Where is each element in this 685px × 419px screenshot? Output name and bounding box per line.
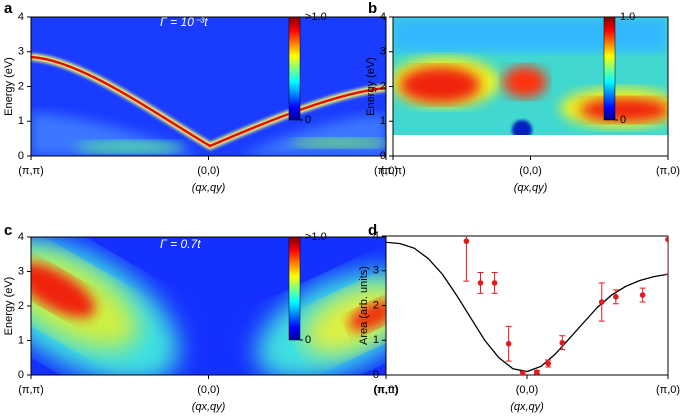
data-point [477,280,484,286]
colorbar [288,16,301,121]
colorbar-tick-label: >1.0 [305,11,327,23]
annotation: Γ = 0.7t [160,237,201,251]
data-point [639,292,646,298]
y-tick-label: 3 [18,265,24,277]
colorbar-tick-label: 0 [305,334,311,346]
plot-frame [385,235,669,376]
x-tick-label: (π,π) [380,165,406,177]
y-tick-label: 2 [380,80,386,92]
colorbar-tick-label: 0 [620,114,626,126]
error-bar [665,236,668,275]
panel-label: a [4,0,13,17]
y-tick-label: 2 [18,300,24,312]
x-tick-label: (0,0) [197,384,220,396]
y-axis-label: Energy (eV) [365,57,377,116]
y-tick-label: 0 [380,150,386,162]
heatmap-image [31,17,386,156]
colorbar-tick-label: 1.0 [620,11,635,23]
panel-label: d [368,222,377,239]
colorbar-tick-label: 0 [305,114,311,126]
annotation: Γ = 10⁻³t [160,15,208,29]
y-axis-label: Energy (eV) [3,277,15,336]
y-tick-label: 4 [18,11,24,23]
y-tick-label: 1 [380,115,386,127]
x-tick-label: (0,0) [197,165,220,177]
y-tick-label: 3 [18,46,24,58]
panel-label: c [4,222,12,239]
y-tick-label: 2 [18,80,24,92]
x-tick-label: (π,0) [656,384,680,396]
data-point [491,280,498,286]
x-tick-label: (π,π) [373,384,399,396]
x-axis-label: (qx,qy) [510,401,544,413]
x-tick-label: (π,π) [18,384,44,396]
heatmap-image [393,17,668,135]
panel-label: b [368,0,377,17]
x-tick-label: (π,0) [374,384,398,396]
x-tick-label: (π,π) [18,165,44,177]
colorbar [603,16,616,121]
data-point [519,370,526,375]
y-axis-label: Area (arb. units) [358,266,370,345]
y-tick-label: 0 [18,150,24,162]
fit-line [386,241,668,373]
y-tick-label: 1 [373,334,379,346]
x-tick-label: (π,0) [656,165,680,177]
x-tick-label: (π,0) [374,165,398,177]
y-tick-label: 0 [373,369,379,381]
x-tick-label: (0,0) [516,384,539,396]
y-tick-label: 1 [18,334,24,346]
x-axis-label: (qx,qy) [514,182,548,194]
y-tick-label: 4 [18,231,24,243]
y-tick-label: 4 [373,230,379,242]
x-axis-label: (qx,qy) [192,401,226,413]
colorbar [288,236,301,341]
y-axis-label: Energy (eV) [3,57,15,116]
data-point [505,340,512,347]
y-tick-label: 4 [380,11,386,23]
data-point [534,369,540,375]
y-tick-label: 2 [373,299,379,311]
data-point [665,236,668,243]
data-point [545,360,551,367]
x-axis-label: (qx,qy) [192,182,226,194]
y-tick-label: 1 [18,115,24,127]
y-tick-label: 0 [18,369,24,381]
y-tick-label: 3 [380,46,386,58]
data-point [463,238,470,245]
colorbar-tick-label: >1.0 [305,231,327,243]
plot-area [386,236,668,375]
data-point [598,299,605,305]
y-tick-label: 3 [373,265,379,277]
x-tick-label: (0,0) [519,165,542,177]
data-point [559,339,566,346]
data-point [613,294,619,300]
